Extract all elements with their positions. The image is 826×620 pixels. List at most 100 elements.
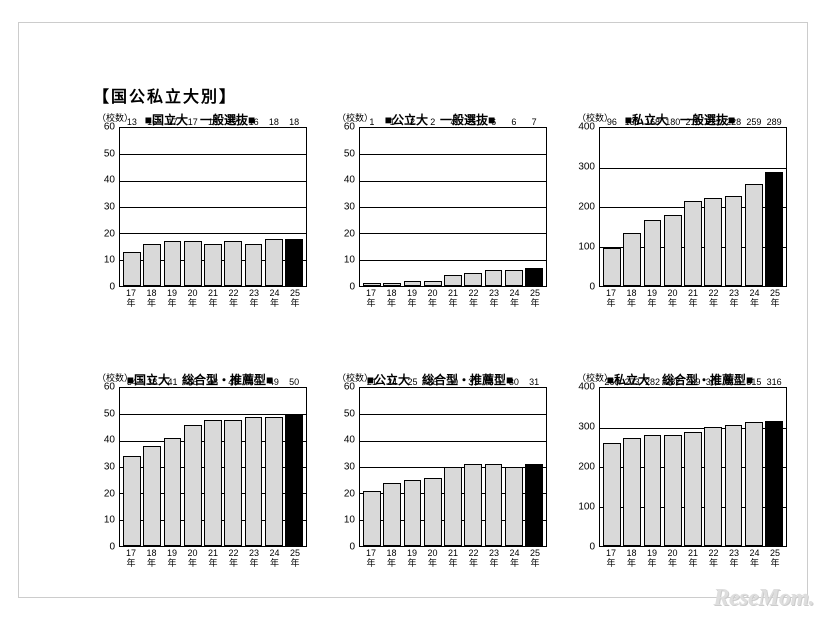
- bar-value-label: 315: [746, 378, 761, 387]
- bar-value-label: 1: [390, 118, 395, 127]
- bar-wrap: 289: [684, 388, 702, 546]
- x-tick-label: 19年: [163, 549, 181, 569]
- bar-highlight: 18: [285, 239, 303, 286]
- bar: 2: [424, 281, 442, 286]
- bar-wrap: 21: [363, 388, 381, 546]
- bar-value-label: 46: [188, 378, 198, 387]
- bar-wrap: 31: [485, 388, 503, 546]
- y-tick-label: 200: [578, 202, 595, 213]
- y-tick-label: 400: [578, 382, 595, 393]
- bar: 1: [363, 283, 381, 286]
- bar-wrap: 2: [424, 128, 442, 286]
- x-labels: 17年18年19年20年21年22年23年24年25年: [359, 289, 547, 309]
- bar: 24: [383, 483, 401, 546]
- bar-wrap: 16: [245, 128, 263, 286]
- x-tick-label: 18年: [143, 289, 161, 309]
- y-tick-label: 60: [104, 382, 115, 393]
- y-tick-label: 10: [344, 255, 355, 266]
- x-tick-label: 19年: [403, 549, 421, 569]
- bar-wrap: 24: [383, 388, 401, 546]
- bar-value-label: 306: [726, 378, 741, 387]
- bar: 222: [704, 198, 722, 286]
- bar-wrap: 49: [245, 388, 263, 546]
- bar-wrap: 46: [184, 388, 202, 546]
- bar-wrap: 41: [164, 388, 182, 546]
- y-tick-label: 10: [344, 515, 355, 526]
- bar: 260: [603, 443, 621, 546]
- bar-wrap: 17: [224, 128, 242, 286]
- y-tick-label: 30: [344, 462, 355, 473]
- bar-value-label: 26: [428, 378, 438, 387]
- y-tick-label: 30: [104, 202, 115, 213]
- bar-wrap: 18: [265, 128, 283, 286]
- chart-c2: （校数）■私立大 一般選抜■01002003004009613516818021…: [573, 111, 793, 341]
- bar: 13: [123, 252, 141, 286]
- bar-value-label: 1: [369, 118, 374, 127]
- plot-area: 343841464848494950: [119, 387, 307, 547]
- bar-wrap: 13: [123, 128, 141, 286]
- bar-value-label: 289: [686, 378, 701, 387]
- bar-value-label: 273: [625, 378, 640, 387]
- x-labels: 17年18年19年20年21年22年23年24年25年: [119, 289, 307, 309]
- y-ticks: 0100200300400: [573, 387, 597, 547]
- bar: 96: [603, 248, 621, 286]
- bar-wrap: 34: [123, 388, 141, 546]
- chart-c3: （校数）■国立大 総合型・推薦型■01020304050603438414648…: [93, 371, 313, 601]
- y-tick-label: 200: [578, 462, 595, 473]
- bar-wrap: 289: [765, 128, 783, 286]
- bar: 31: [464, 464, 482, 546]
- bar: 38: [143, 446, 161, 546]
- bar-value-label: 49: [269, 378, 279, 387]
- x-tick-label: 24年: [266, 549, 284, 569]
- y-tick-label: 0: [349, 282, 355, 293]
- plot-area: 96135168180215222228259289: [599, 127, 787, 287]
- x-tick-label: 25年: [526, 289, 544, 309]
- bar-wrap: 7: [525, 128, 543, 286]
- y-tick-label: 20: [104, 228, 115, 239]
- x-tick-label: 18年: [143, 549, 161, 569]
- x-tick-label: 25年: [286, 289, 304, 309]
- bar-wrap: 26: [424, 388, 442, 546]
- bar-value-label: 50: [289, 378, 299, 387]
- x-tick-label: 19年: [403, 289, 421, 309]
- bar-wrap: 38: [143, 388, 161, 546]
- bar-highlight: 316: [765, 421, 783, 546]
- x-tick-label: 20年: [184, 289, 202, 309]
- x-tick-label: 21年: [684, 549, 702, 569]
- x-tick-label: 22年: [705, 549, 723, 569]
- bar: 135: [623, 233, 641, 286]
- bar-value-label: 316: [767, 378, 782, 387]
- y-tick-label: 0: [109, 282, 115, 293]
- x-tick-label: 17年: [122, 289, 140, 309]
- x-tick-label: 20年: [424, 289, 442, 309]
- bar-value-label: 260: [604, 378, 619, 387]
- bar: 168: [644, 220, 662, 286]
- bar-value-label: 31: [489, 378, 499, 387]
- y-tick-label: 10: [104, 255, 115, 266]
- bar: 16: [245, 244, 263, 286]
- bar-wrap: 273: [623, 388, 641, 546]
- bar-value-label: 282: [645, 378, 660, 387]
- bars-group: 131617171617161818: [120, 128, 306, 286]
- bar: 180: [664, 215, 682, 286]
- x-tick-label: 19年: [163, 289, 181, 309]
- bar-value-label: 6: [511, 118, 516, 127]
- x-tick-label: 25年: [766, 289, 784, 309]
- x-tick-label: 17年: [602, 289, 620, 309]
- bar: 18: [265, 239, 283, 286]
- bar: 41: [164, 438, 182, 546]
- x-tick-label: 17年: [122, 549, 140, 569]
- bar-value-label: 41: [167, 378, 177, 387]
- bar-value-label: 25: [407, 378, 417, 387]
- bar-wrap: 1: [383, 128, 401, 286]
- bar: 259: [745, 184, 763, 286]
- bar: 282: [664, 435, 682, 546]
- x-tick-label: 23年: [725, 289, 743, 309]
- bar: 215: [684, 201, 702, 286]
- x-tick-label: 22年: [465, 289, 483, 309]
- x-tick-label: 19年: [643, 549, 661, 569]
- bar: 315: [745, 422, 763, 546]
- x-tick-label: 21年: [684, 289, 702, 309]
- bar-wrap: 49: [265, 388, 283, 546]
- bar-value-label: 222: [706, 118, 721, 127]
